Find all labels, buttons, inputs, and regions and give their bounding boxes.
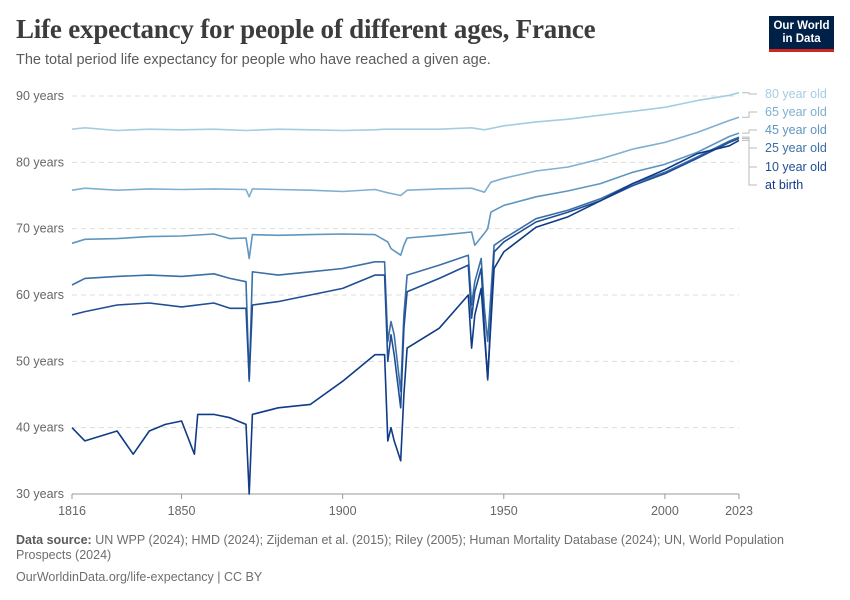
series-line-80-year-old[interactable] xyxy=(71,91,740,132)
x-tick-label: 2000 xyxy=(651,504,679,518)
x-tick-label: 1850 xyxy=(168,504,196,518)
x-tick-label: 1900 xyxy=(329,504,357,518)
data-source-note: Data source: UN WPP (2024); HMD (2024); … xyxy=(16,533,816,563)
x-tick-label: 1816 xyxy=(58,504,86,518)
y-tick-label: 30 years xyxy=(16,487,64,501)
series-label[interactable]: 80 year old xyxy=(765,87,827,101)
series-label[interactable]: 65 year old xyxy=(765,105,827,119)
logo-line-2: in Data xyxy=(782,33,821,45)
series-line-65-year-old[interactable] xyxy=(71,116,740,198)
series-line-10-year-old[interactable] xyxy=(71,137,740,409)
series-label[interactable]: 45 year old xyxy=(765,123,827,137)
label-connector xyxy=(742,139,757,186)
chart-subtitle: The total period life expectancy for peo… xyxy=(16,52,491,68)
y-tick-label: 40 years xyxy=(16,421,64,435)
x-tick-label: 2023 xyxy=(725,504,753,518)
y-tick-label: 80 years xyxy=(16,155,64,169)
chart-title: Life expectancy for people of different … xyxy=(16,14,596,44)
series-label[interactable]: 10 year old xyxy=(765,160,827,174)
series-label[interactable]: at birth xyxy=(765,178,803,192)
x-tick-label: 1950 xyxy=(490,504,518,518)
y-tick-label: 70 years xyxy=(16,222,64,236)
owid-logo[interactable]: Our World in Data xyxy=(769,16,834,52)
series-label[interactable]: 25 year old xyxy=(765,141,827,155)
y-tick-label: 50 years xyxy=(16,354,64,368)
series-line-25-year-old[interactable] xyxy=(71,136,740,393)
series-labels: 80 year old 65 year old 45 year old 25 year… xyxy=(742,87,827,192)
y-tick-label: 90 years xyxy=(16,89,64,103)
label-connector xyxy=(742,92,757,95)
axes: 30 years 40 years 50 years 60 years 70 years… xyxy=(16,89,753,518)
data-source-text: UN WPP (2024); HMD (2024); Zijdeman et a… xyxy=(16,533,784,562)
series-line-at-birth[interactable] xyxy=(71,139,740,495)
label-connector xyxy=(742,129,757,134)
series-line-45-year-old[interactable] xyxy=(71,132,740,260)
series-lines xyxy=(71,91,740,495)
label-connector xyxy=(742,111,757,118)
y-tick-label: 60 years xyxy=(16,288,64,302)
license-link[interactable]: OurWorldinData.org/life-expectancy | CC … xyxy=(16,570,263,584)
data-source-label: Data source: xyxy=(16,533,92,547)
logo-line-1: Our World xyxy=(773,20,830,32)
